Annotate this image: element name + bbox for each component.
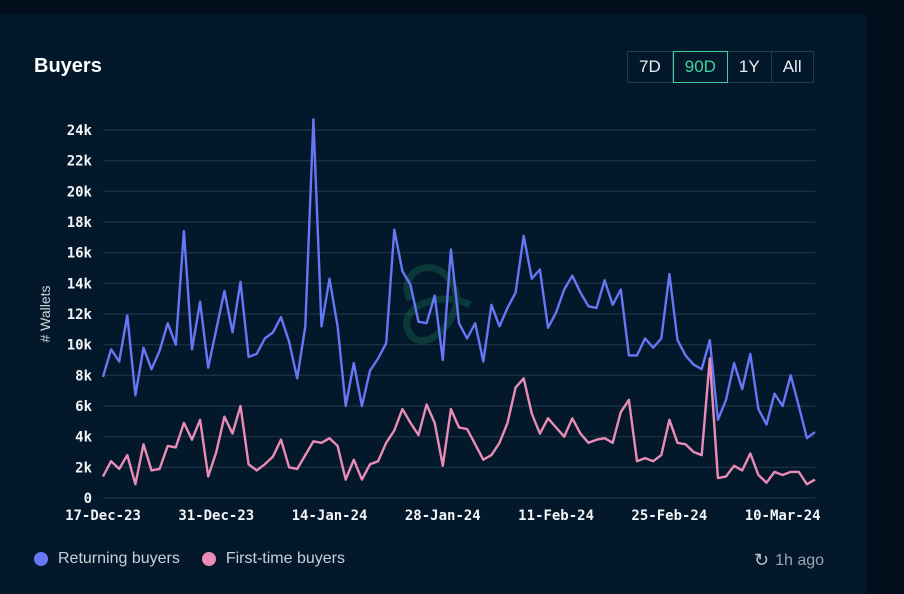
x-tick-label: 28-Jan-24 — [405, 508, 481, 524]
range-option-all[interactable]: All — [782, 57, 802, 76]
x-tick-label: 10-Mar-24 — [745, 508, 821, 524]
range-option-90d[interactable]: 90D — [672, 51, 728, 83]
y-tick-label: 4k — [75, 430, 92, 446]
returning-dot-icon — [34, 552, 48, 566]
chart-title: Buyers — [34, 55, 102, 77]
refresh-clock-icon: ↻ — [754, 550, 770, 570]
y-tick-label: 2k — [75, 460, 92, 476]
y-tick-label: 18k — [67, 215, 93, 231]
watermark-logo — [403, 264, 472, 345]
series-line-first-time[interactable] — [101, 357, 816, 486]
series-line-returning[interactable] — [101, 118, 816, 440]
y-tick-label: 24k — [67, 123, 93, 139]
y-tick-label: 14k — [67, 276, 93, 292]
x-tick-label: 31-Dec-23 — [178, 508, 254, 524]
legend-label: First-time buyers — [225, 550, 345, 567]
y-tick-label: 8k — [75, 368, 92, 384]
x-tick-label: 14-Jan-24 — [292, 508, 368, 524]
y-tick-label: 22k — [67, 154, 93, 170]
x-tick-label: 11-Feb-24 — [518, 508, 594, 524]
x-tick-label: 25-Feb-24 — [631, 508, 707, 524]
y-tick-label: 10k — [67, 338, 93, 354]
y-tick-label: 6k — [75, 399, 92, 415]
y-tick-label: 16k — [67, 246, 93, 262]
first-time-dot-icon — [201, 552, 216, 566]
range-option-7d[interactable]: 7D — [628, 52, 673, 82]
gridlines — [103, 129, 815, 499]
range-toggle: 7D 90D 1Y All — [627, 51, 814, 83]
legend-item-returning[interactable]: Returning buyers — [34, 550, 180, 568]
updated-text: 1h ago — [775, 551, 825, 569]
range-option-1y[interactable]: 1Y — [728, 52, 772, 82]
x-tick-label: 17-Dec-23 — [65, 508, 141, 524]
y-axis-label: # Wallets — [37, 285, 53, 342]
legend-label: Returning buyers — [58, 550, 180, 567]
legend: Returning buyers First-time buyers — [34, 550, 367, 568]
series-lines — [101, 118, 816, 486]
y-axis-ticks: 0 2k 4k 6k 8k 10k 12k 14k 16k 18k 20k 22k 24k — [67, 123, 93, 507]
y-tick-label: 20k — [67, 184, 93, 200]
last-updated: ↻ 1h ago — [754, 550, 824, 571]
y-tick-label: 12k — [67, 307, 93, 323]
legend-item-first-time[interactable]: First-time buyers — [201, 550, 345, 568]
x-axis-ticks: 17-Dec-23 31-Dec-23 14-Jan-24 28-Jan-24 11-F… — [65, 508, 820, 524]
y-tick-label: 0 — [84, 491, 92, 507]
